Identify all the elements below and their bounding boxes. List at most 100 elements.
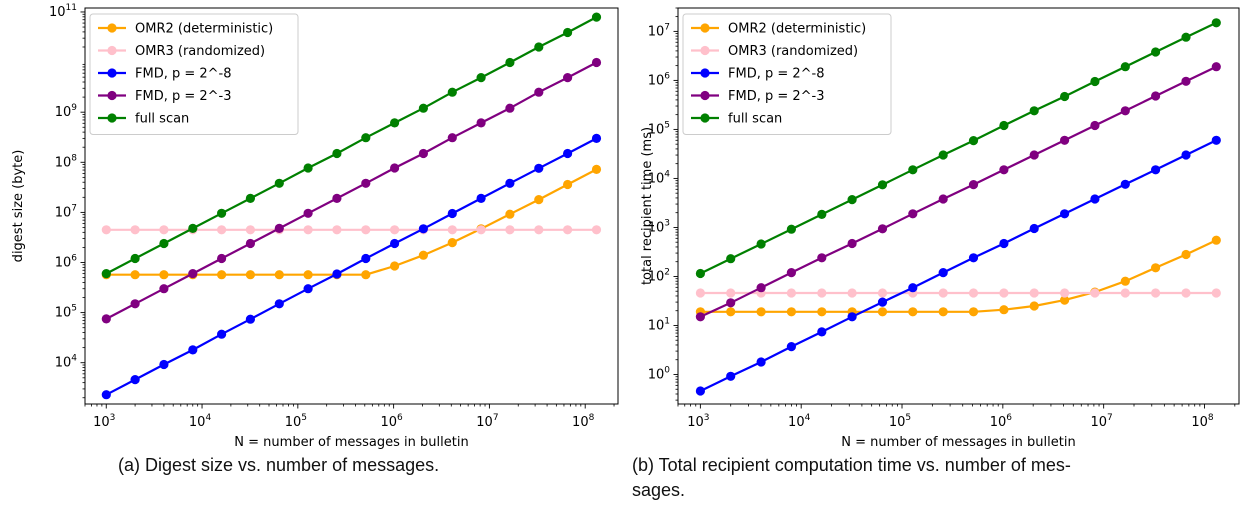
data-point bbox=[1211, 18, 1221, 28]
data-point bbox=[1151, 165, 1161, 175]
data-point bbox=[591, 164, 602, 174]
data-point bbox=[418, 224, 428, 234]
data-point bbox=[968, 253, 979, 263]
data-point bbox=[130, 225, 140, 235]
data-point bbox=[1029, 301, 1039, 311]
x-tick-label: 106 bbox=[990, 413, 1013, 430]
data-point bbox=[877, 288, 888, 298]
data-point bbox=[756, 239, 766, 249]
data-point bbox=[130, 299, 140, 309]
data-point bbox=[447, 225, 457, 235]
data-point bbox=[447, 208, 457, 219]
x-tick-label: 104 bbox=[788, 413, 811, 430]
legend-marker bbox=[700, 45, 710, 56]
data-point bbox=[303, 163, 313, 173]
data-point bbox=[303, 208, 313, 218]
data-point bbox=[361, 253, 371, 264]
y-tick-label: 101 bbox=[648, 316, 670, 333]
data-point bbox=[534, 195, 544, 205]
data-point bbox=[756, 283, 766, 293]
data-point bbox=[591, 133, 602, 143]
plot-frame bbox=[677, 7, 1240, 405]
data-point bbox=[101, 390, 111, 400]
data-point bbox=[908, 165, 918, 175]
y-tick-label: 105 bbox=[55, 304, 77, 321]
data-point bbox=[847, 312, 857, 322]
x-tick-label: 105 bbox=[285, 413, 307, 430]
data-point bbox=[756, 357, 766, 367]
legend-marker bbox=[700, 90, 710, 101]
data-point bbox=[332, 225, 342, 235]
legend-label: full scan bbox=[728, 112, 782, 127]
legend-marker bbox=[107, 45, 117, 56]
y-tick-label: 106 bbox=[55, 254, 78, 271]
data-point bbox=[159, 270, 169, 280]
x-tick-label: 108 bbox=[1191, 413, 1214, 430]
data-point bbox=[563, 27, 573, 38]
data-point bbox=[159, 238, 169, 249]
data-point bbox=[999, 120, 1009, 131]
data-point bbox=[1151, 263, 1161, 273]
data-point bbox=[534, 163, 544, 173]
x-axis-label: N = number of messages in bulletin bbox=[841, 435, 1075, 450]
y-tick-label: 105 bbox=[648, 120, 670, 137]
plot-frame bbox=[84, 7, 619, 405]
data-point bbox=[563, 179, 573, 190]
y-tick-label: 1011 bbox=[49, 3, 77, 20]
data-point bbox=[968, 180, 979, 190]
data-point bbox=[1060, 209, 1070, 219]
data-point bbox=[695, 386, 706, 396]
data-point bbox=[1151, 47, 1161, 57]
data-point bbox=[390, 118, 400, 128]
y-tick-label: 104 bbox=[55, 354, 78, 371]
data-point bbox=[303, 284, 313, 294]
data-point bbox=[695, 312, 706, 322]
data-point bbox=[447, 133, 457, 143]
x-tick-label: 108 bbox=[572, 413, 595, 430]
data-point bbox=[390, 225, 400, 235]
x-tick-label: 106 bbox=[380, 413, 403, 430]
data-point bbox=[877, 307, 888, 317]
data-point bbox=[786, 268, 797, 278]
legend-label: FMD, p = 2^-3 bbox=[135, 89, 232, 104]
data-point bbox=[361, 225, 371, 235]
legend-marker bbox=[700, 23, 710, 33]
legend-label: FMD, p = 2^-8 bbox=[135, 67, 232, 82]
data-point bbox=[1060, 135, 1070, 145]
y-axis-label: digest size (byte) bbox=[11, 150, 26, 263]
legend-label: FMD, p = 2^-8 bbox=[728, 67, 825, 82]
chart-panel-b: 103 104 105 106 107 108 100 101 102 103 104 105 106 1… bbox=[640, 7, 1240, 450]
data-point bbox=[1029, 150, 1039, 160]
data-point bbox=[1120, 288, 1130, 298]
data-point bbox=[726, 307, 736, 317]
data-point bbox=[217, 253, 227, 264]
data-point bbox=[1060, 91, 1070, 102]
data-point bbox=[245, 270, 255, 280]
data-point bbox=[361, 133, 371, 143]
data-point bbox=[877, 224, 888, 234]
legend-label: FMD, p = 2^-3 bbox=[728, 89, 825, 104]
data-point bbox=[938, 268, 948, 278]
data-point bbox=[1181, 32, 1191, 42]
data-point bbox=[447, 87, 457, 97]
data-point bbox=[1090, 120, 1100, 131]
data-point bbox=[101, 269, 111, 279]
data-point bbox=[938, 150, 948, 160]
data-point bbox=[159, 225, 169, 235]
y-tick-label: 108 bbox=[55, 153, 78, 170]
data-point bbox=[476, 118, 486, 128]
data-point bbox=[756, 307, 766, 317]
legend-marker bbox=[107, 68, 117, 78]
data-point bbox=[591, 225, 602, 235]
series-line bbox=[105, 61, 598, 320]
y-axis-label: total recipient time (ms) bbox=[640, 127, 655, 285]
data-point bbox=[245, 314, 255, 324]
x-axis-label: N = number of messages in bulletin bbox=[234, 435, 468, 450]
data-point bbox=[1029, 288, 1039, 298]
data-point bbox=[877, 180, 888, 190]
data-point bbox=[999, 165, 1009, 175]
data-point bbox=[274, 299, 284, 309]
data-point bbox=[534, 42, 544, 52]
x-tick-label: 103 bbox=[93, 413, 115, 430]
